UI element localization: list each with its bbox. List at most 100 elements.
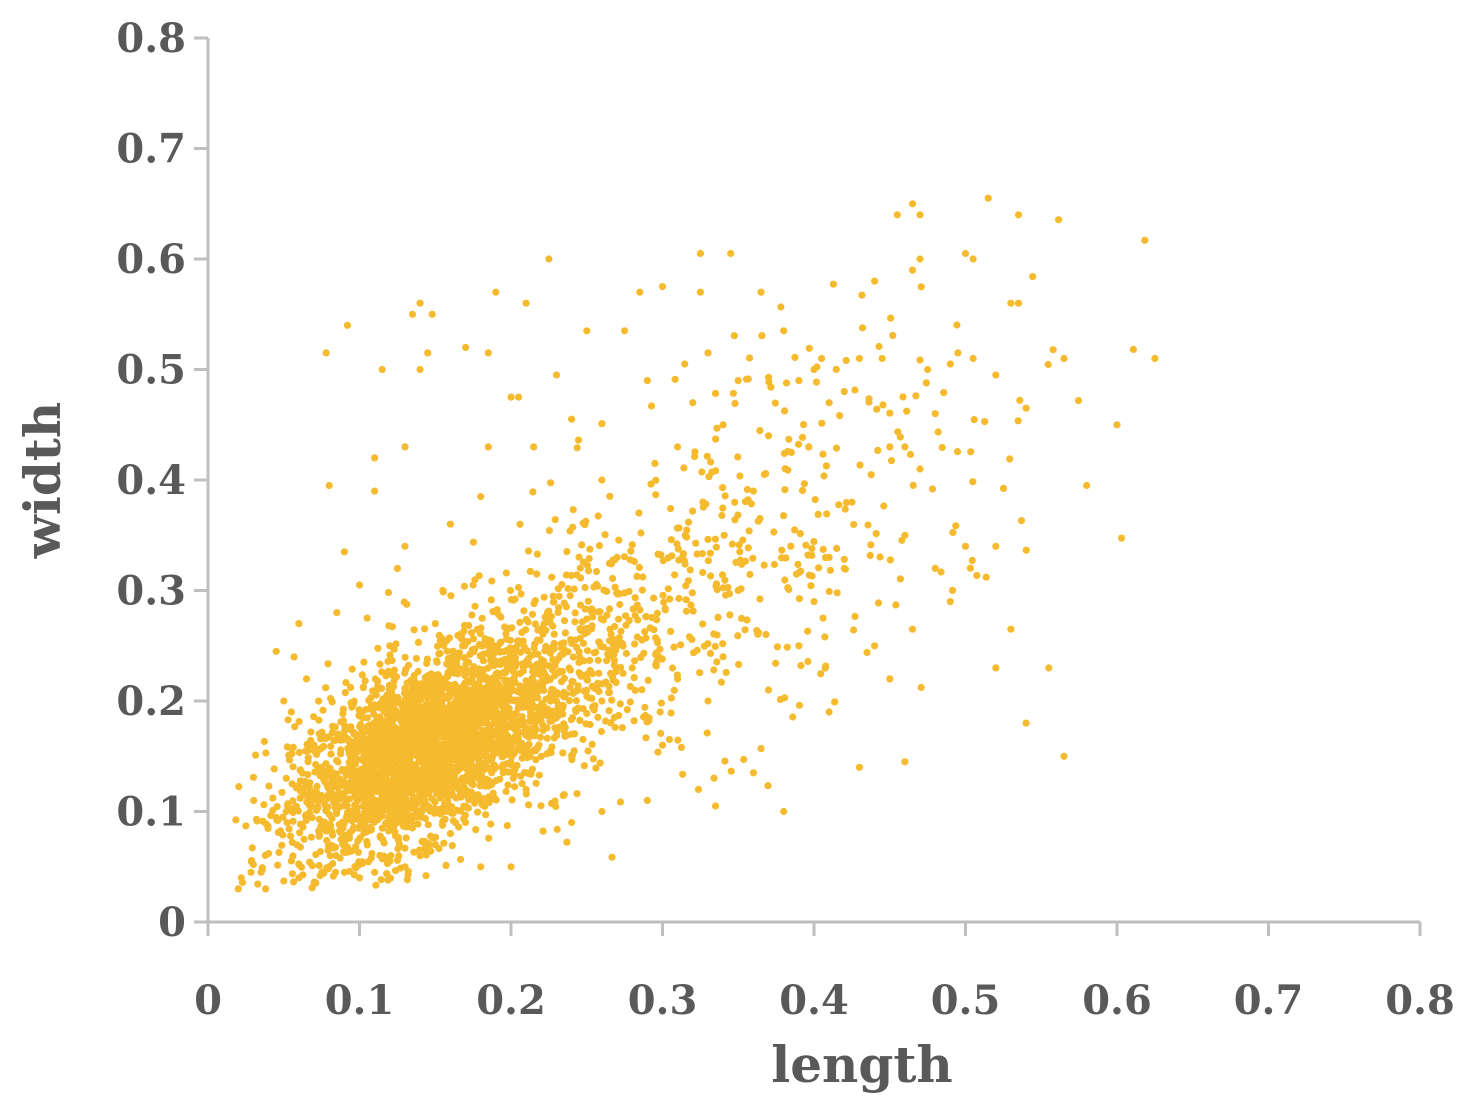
data-point: [477, 624, 485, 632]
data-point: [1014, 211, 1023, 219]
data-point: [451, 819, 459, 827]
data-point: [670, 643, 678, 651]
data-point: [1049, 346, 1057, 354]
data-point: [689, 507, 697, 515]
data-point: [608, 696, 616, 704]
data-point: [756, 427, 764, 435]
data-point: [696, 669, 704, 677]
data-point: [746, 570, 754, 579]
data-point: [781, 576, 789, 584]
data-point: [908, 266, 917, 274]
data-point: [568, 756, 576, 764]
data-point: [312, 761, 320, 769]
data-point: [948, 586, 957, 595]
data-point: [1117, 534, 1126, 542]
data-point: [696, 288, 705, 296]
data-point: [447, 592, 455, 600]
data-point: [466, 729, 474, 737]
data-point: [307, 833, 315, 841]
data-point: [524, 618, 532, 626]
data-point: [302, 816, 310, 825]
data-point: [304, 758, 312, 766]
data-point: [810, 598, 818, 606]
data-point: [433, 642, 442, 650]
data-point: [383, 854, 392, 862]
data-point: [712, 582, 720, 590]
data-point: [653, 616, 661, 624]
data-point: [924, 365, 932, 374]
data-point: [438, 769, 446, 778]
data-point: [337, 750, 345, 758]
data-point: [414, 739, 423, 747]
data-point: [586, 545, 594, 553]
data-point: [416, 752, 424, 760]
data-point: [347, 743, 355, 751]
data-point: [440, 839, 448, 847]
data-point: [564, 585, 572, 593]
data-point: [383, 722, 391, 730]
data-point: [384, 588, 393, 597]
data-point: [781, 486, 789, 494]
data-point: [937, 568, 945, 576]
data-point: [343, 843, 352, 851]
data-point: [347, 749, 355, 757]
data-point: [496, 725, 504, 733]
data-point: [812, 378, 821, 386]
data-point: [698, 550, 707, 558]
data-point: [509, 774, 517, 782]
data-point: [770, 560, 779, 569]
data-point: [537, 752, 545, 760]
data-point: [597, 615, 605, 623]
data-point: [525, 740, 533, 748]
data-point: [908, 625, 917, 633]
data-point: [242, 822, 250, 830]
data-point: [289, 797, 297, 805]
data-point: [628, 541, 636, 549]
data-point: [351, 760, 359, 768]
data-point: [414, 820, 422, 828]
data-point: [719, 484, 727, 492]
data-point: [886, 409, 894, 417]
data-point: [563, 731, 571, 739]
data-point: [652, 491, 660, 499]
data-point: [780, 807, 788, 816]
data-point: [296, 843, 304, 851]
data-point: [410, 676, 418, 684]
data-point: [252, 751, 260, 759]
data-point: [886, 443, 894, 451]
data-point: [610, 713, 619, 722]
data-point: [501, 704, 510, 712]
data-point: [384, 876, 392, 884]
data-point: [916, 211, 924, 219]
data-point: [777, 554, 786, 562]
data-point: [643, 377, 651, 385]
data-point: [421, 685, 430, 693]
data-point: [698, 468, 706, 476]
data-point: [640, 713, 648, 721]
data-point: [1141, 236, 1149, 244]
data-point: [382, 819, 390, 828]
data-point: [360, 809, 368, 817]
data-point: [826, 566, 835, 574]
data-point: [584, 670, 592, 678]
data-point: [340, 736, 348, 744]
data-point: [1074, 397, 1083, 405]
data-point: [576, 634, 584, 642]
data-point: [400, 598, 408, 606]
data-point: [446, 830, 454, 838]
data-point: [507, 648, 515, 656]
data-point: [681, 560, 689, 568]
data-point: [796, 530, 804, 538]
data-point: [566, 683, 574, 692]
data-point: [513, 696, 522, 705]
data-point: [470, 691, 478, 699]
data-point: [712, 467, 720, 475]
data-point: [315, 827, 323, 835]
data-point: [383, 711, 392, 720]
data-point: [675, 594, 683, 603]
data-point: [401, 777, 409, 786]
data-point: [287, 857, 295, 865]
data-point: [718, 511, 726, 520]
data-point: [421, 674, 429, 682]
x-tick-label: 0.5: [931, 977, 1001, 1024]
